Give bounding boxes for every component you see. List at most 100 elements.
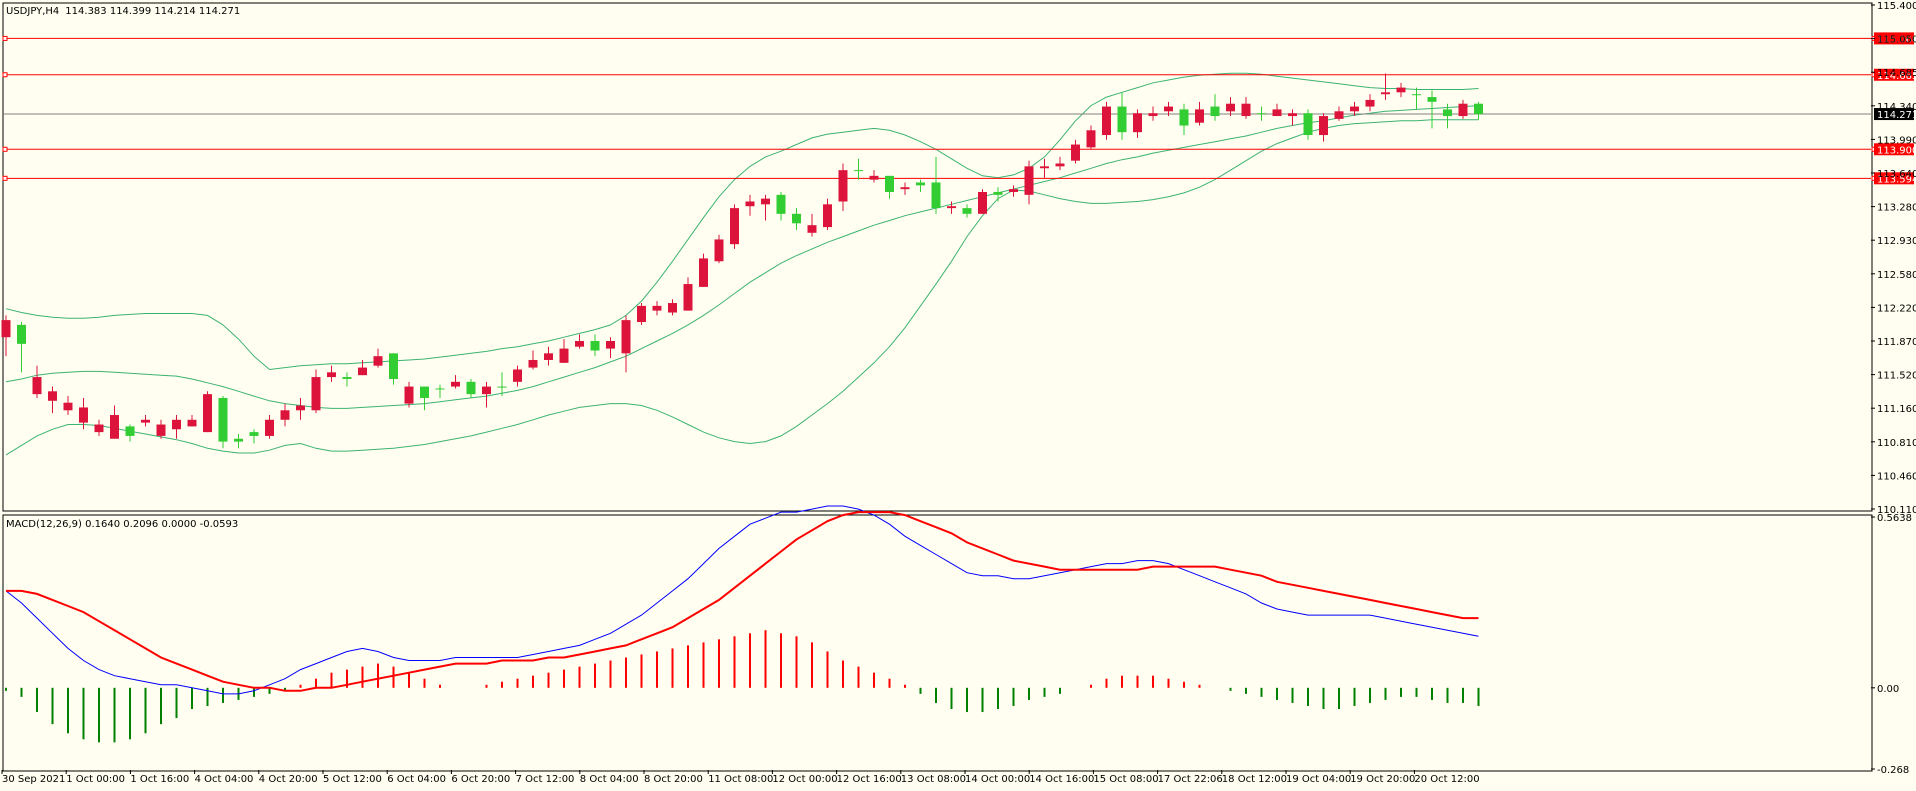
candle-body [1071, 144, 1080, 161]
candle-body [1288, 113, 1297, 117]
macd-axis-label: -0.268 [1877, 765, 1909, 776]
macd-panel-frame [2, 514, 1873, 772]
current-price-label: 114.271 [1877, 110, 1916, 121]
candle-body [79, 407, 88, 423]
macd-axis-label: 0.5638 [1877, 513, 1912, 524]
candle-body [1334, 111, 1344, 119]
bollinger-middle-band [5, 105, 1479, 409]
candle-body [761, 198, 770, 205]
candle-body [187, 419, 197, 427]
price-axis-label: 112.930 [1877, 236, 1916, 247]
candle-body [544, 353, 553, 360]
time-axis-label: 12 Oct 00:00 [772, 774, 837, 785]
price-axis-label: 115.050 [1877, 35, 1916, 46]
price-axis-label: 113.640 [1877, 169, 1916, 180]
macd-header: MACD(12,26,9) 0.1640 0.2096 0.0000 -0.05… [6, 519, 238, 530]
macd-signal-line [6, 511, 1479, 692]
time-axis-label: 19 Oct 04:00 [1286, 774, 1351, 785]
price-axis-label: 111.160 [1877, 404, 1916, 415]
level-price-tag [1874, 32, 1914, 45]
time-axis-label: 5 Oct 12:00 [323, 774, 382, 785]
candle-body [900, 187, 910, 190]
level-price-label: 113.900 [1877, 145, 1916, 156]
time-axis-label: 18 Oct 12:00 [1222, 774, 1287, 785]
time-axis-label: 12 Oct 16:00 [837, 774, 902, 785]
candle-body [1319, 116, 1328, 136]
bollinger-lower-band [5, 119, 1479, 456]
symbol-label: USDJPY,H4 [6, 6, 59, 17]
level-line-handle [2, 35, 8, 41]
candle-body [94, 424, 104, 433]
candle-body [1226, 103, 1235, 112]
macd-panel[interactable] [5, 505, 1480, 743]
candle-body [1443, 109, 1452, 117]
time-axis-label: 4 Oct 04:00 [195, 774, 254, 785]
price-axis-label: 114.340 [1877, 102, 1916, 113]
candle-body [497, 386, 507, 388]
candle-body [63, 402, 73, 411]
candle-body [931, 182, 941, 209]
candle-body [513, 369, 522, 382]
level-price-tag [1874, 172, 1914, 185]
candle-body [482, 386, 491, 395]
candle-body [652, 305, 662, 311]
candle-body [947, 206, 956, 209]
candle-body [1381, 92, 1390, 95]
price-axis-label: 110.810 [1877, 438, 1916, 449]
candle-body [32, 377, 42, 395]
candle-body [404, 386, 414, 404]
candle-body [466, 381, 476, 395]
price-axis-label: 115.400 [1877, 1, 1916, 12]
candle-body [1365, 99, 1375, 107]
time-axis-label: 13 Oct 08:00 [901, 774, 966, 785]
price-panel[interactable]: 115.068 114.685 113.900 113.594 114.271 [1, 32, 1916, 456]
candle-body [621, 320, 631, 354]
candle-body [265, 419, 274, 436]
candle-body [1412, 94, 1421, 96]
level-price-label: 114.685 [1877, 71, 1916, 82]
candle-body [249, 432, 259, 436]
candle-body [1303, 113, 1313, 136]
candle-body [1350, 106, 1359, 112]
time-axis-label: 11 Oct 08:00 [708, 774, 773, 785]
candle-body [156, 424, 166, 436]
candle-body [172, 419, 181, 430]
candle-body [141, 419, 150, 423]
macd-main-line [5, 505, 1479, 695]
time-axis-label: 15 Oct 08:00 [1093, 774, 1158, 785]
candle-body [1257, 113, 1266, 115]
candle-body [1164, 106, 1173, 112]
price-axis-label: 113.990 [1877, 135, 1916, 146]
price-axis-label: 114.685 [1877, 68, 1916, 79]
candle-body [823, 204, 832, 228]
candle-body [854, 170, 863, 172]
candle-body [1040, 166, 1049, 169]
candle-body [342, 377, 352, 379]
candle-body [1241, 103, 1251, 117]
price-axis-label: 113.280 [1877, 203, 1916, 214]
level-price-label: 115.068 [1877, 34, 1916, 45]
price-panel-frame [2, 2, 1873, 512]
candle-body [110, 415, 119, 439]
candle-body [714, 239, 724, 262]
candle-body [745, 201, 755, 207]
bollinger-upper-band [5, 72, 1479, 371]
candle-body [962, 208, 972, 214]
candle-body [327, 372, 336, 378]
candle-body [1055, 163, 1065, 167]
time-axis-label: 6 Oct 04:00 [387, 774, 446, 785]
candle-body [1396, 87, 1406, 93]
candle-body [792, 213, 801, 224]
time-axis-label: 1 Oct 16:00 [130, 774, 189, 785]
candle-body [993, 191, 1003, 195]
candle-body [1458, 103, 1468, 117]
candle-body [48, 391, 57, 401]
time-axis-label: 19 Oct 20:00 [1350, 774, 1415, 785]
candle-body [807, 225, 817, 233]
macd-axis-label: 0.00 [1877, 684, 1899, 695]
candle-body [296, 405, 305, 411]
candle-body [1148, 113, 1158, 117]
